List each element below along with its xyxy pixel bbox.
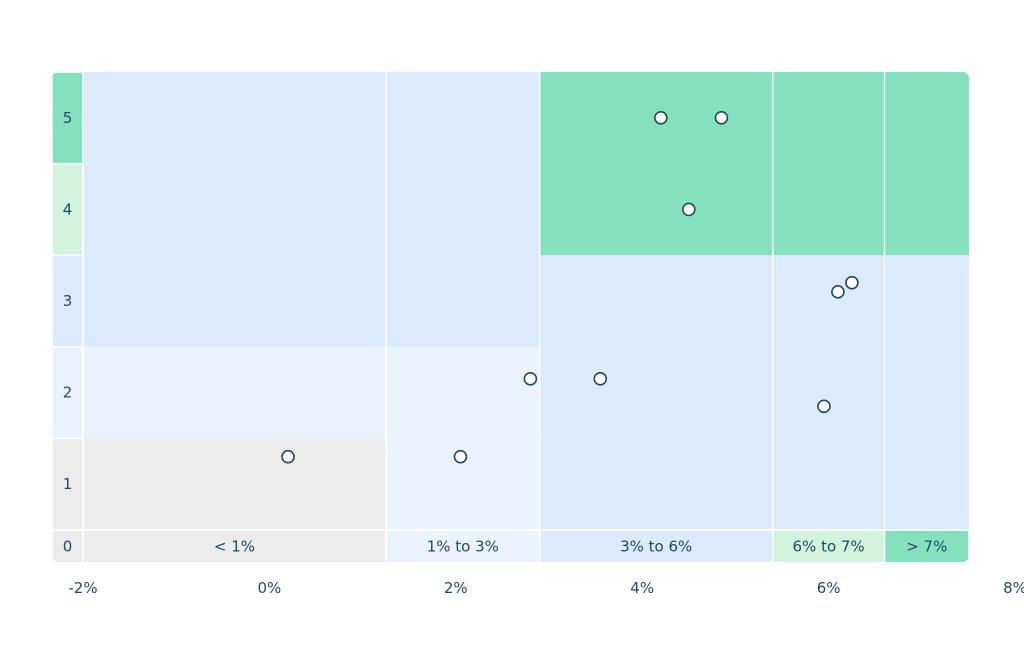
x-tick-label-6: 8% (1003, 579, 1024, 597)
data-point-10 (845, 275, 859, 290)
score-cell-1 (52, 437, 84, 531)
score-label-4: 4 (63, 200, 73, 218)
score-zone-5 (539, 255, 969, 530)
category-band-label-2: 1% to 3% (427, 538, 499, 556)
data-point-1 (281, 449, 295, 464)
x-tick-label-4: 4% (630, 579, 654, 597)
x-axis-ticks: -2% 0% 2% 4% 6% 8% (68, 579, 1024, 597)
category-bands (82, 529, 969, 562)
category-band-5 (883, 529, 969, 562)
category-band-labels: < 1% 1% to 3% 3% to 6% 6% to 7% > 7% (214, 538, 947, 556)
data-point-5 (654, 111, 668, 125)
data-point-9 (831, 285, 845, 299)
score-label-5: 5 (63, 109, 73, 127)
category-band-label-4: 6% to 7% (793, 538, 865, 556)
data-point-3 (523, 372, 538, 386)
score-zone-3 (83, 346, 540, 439)
data-point-2 (453, 449, 468, 464)
score-zone-6 (539, 72, 969, 256)
score-label-0: 0 (63, 538, 73, 556)
category-band-label-3: 3% to 6% (620, 538, 692, 556)
category-band-3 (538, 529, 774, 562)
data-point-4 (593, 372, 608, 386)
data-point-6 (714, 111, 729, 125)
category-band-4 (771, 529, 886, 562)
data-point-8 (817, 399, 831, 414)
data-point-7 (681, 202, 696, 217)
category-band-1 (82, 529, 387, 562)
score-label-3: 3 (63, 292, 73, 310)
score-label-2: 2 (63, 384, 73, 402)
score-zone-4 (83, 72, 540, 347)
category-band-label-1: < 1% (214, 538, 255, 556)
x-tick-label-1: -2% (68, 579, 97, 597)
score-labels: 0 1 2 3 4 5 (63, 109, 73, 556)
category-band-2 (385, 529, 541, 562)
x-tick-label-3: 2% (444, 579, 468, 597)
score-label-1: 1 (63, 475, 73, 493)
data-points (281, 111, 859, 464)
x-tick-label-2: 0% (258, 579, 282, 597)
score-cell-5 (52, 72, 84, 165)
x-tick-label-5: 6% (817, 579, 841, 597)
score-column (52, 72, 84, 562)
score-cell-4 (52, 162, 84, 256)
category-band-label-5: > 7% (906, 538, 947, 556)
score-zones (83, 72, 969, 530)
score-zone-1 (83, 438, 386, 530)
